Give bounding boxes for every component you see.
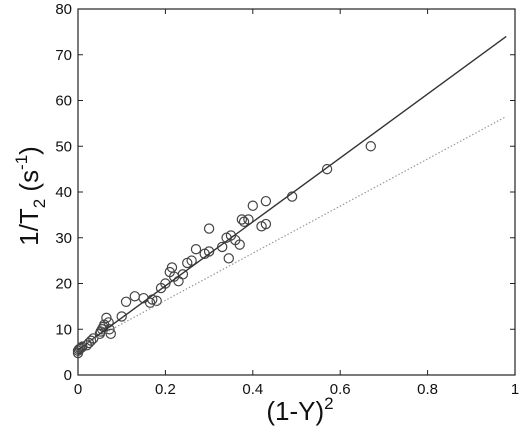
y-axis-label-mid: (s xyxy=(14,170,44,199)
data-point xyxy=(177,269,189,280)
data-point xyxy=(105,328,116,340)
y-axis-label: 1/T2 (s-1) xyxy=(12,146,49,246)
data-point xyxy=(85,335,97,346)
y-tick-label: 20 xyxy=(55,276,72,293)
data-point xyxy=(260,218,272,230)
y-tick-label: 70 xyxy=(55,47,72,64)
x-tick-label: 0 xyxy=(74,381,82,398)
y-tick-label: 0 xyxy=(64,367,72,384)
plot-area xyxy=(72,8,516,376)
data-point xyxy=(144,297,156,308)
x-axis-label-base: (1-Y) xyxy=(266,396,324,426)
data-point xyxy=(203,223,215,234)
x-tick-label: 0.8 xyxy=(417,381,438,398)
y-axis-label-pre: 1/T xyxy=(14,208,44,246)
data-point xyxy=(365,141,376,152)
y-tick-label: 30 xyxy=(55,230,72,247)
data-point xyxy=(104,324,115,335)
data-point xyxy=(129,291,141,302)
data-point xyxy=(160,278,171,289)
y-tick-label: 50 xyxy=(55,138,72,155)
y-axis-label-post: ) xyxy=(14,146,44,155)
x-tick-label: 1 xyxy=(511,381,519,398)
y-axis-label-sub: 2 xyxy=(30,199,49,208)
data-point xyxy=(73,344,85,355)
data-point xyxy=(236,214,248,225)
data-point xyxy=(321,163,333,175)
data-point xyxy=(74,343,86,354)
data-point xyxy=(203,246,215,257)
reference-line xyxy=(77,115,507,349)
y-tick-label: 80 xyxy=(55,1,72,18)
data-point xyxy=(247,200,258,211)
data-point xyxy=(151,295,162,307)
y-tick-label: 60 xyxy=(55,93,72,110)
data-point xyxy=(76,342,87,353)
data-point xyxy=(77,341,88,352)
y-tick-label: 40 xyxy=(55,184,72,201)
y-axis-label-sup: -1 xyxy=(12,155,31,170)
data-point xyxy=(234,239,245,250)
plot-frame xyxy=(77,8,516,376)
data-point xyxy=(243,214,254,225)
y-axis-ticks: 0 10 20 30 40 50 60 70 80 xyxy=(55,1,515,384)
x-axis-ticks: 0 0.2 0.4 0.6 0.8 1 xyxy=(74,9,519,398)
data-point xyxy=(260,195,272,207)
data-point xyxy=(120,296,132,307)
x-tick-label: 0.6 xyxy=(330,381,351,398)
y-tick-label: 10 xyxy=(55,321,72,338)
x-axis-label-sup: 2 xyxy=(324,394,333,413)
data-point xyxy=(223,253,234,264)
fit-line xyxy=(77,35,507,351)
x-tick-label: 0.2 xyxy=(155,381,176,398)
x-tick-label: 0.4 xyxy=(242,381,263,398)
x-axis-label: (1-Y)2 xyxy=(266,394,333,426)
data-point xyxy=(116,311,127,322)
data-point xyxy=(186,255,197,266)
data-point xyxy=(190,243,202,255)
